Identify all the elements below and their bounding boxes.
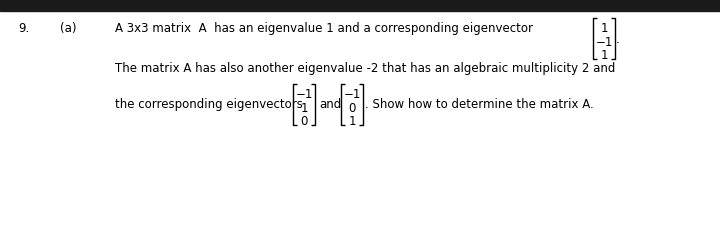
Text: −1: −1 <box>295 88 312 101</box>
Text: . Show how to determine the matrix A.: . Show how to determine the matrix A. <box>365 98 594 111</box>
Text: (a): (a) <box>60 22 76 35</box>
Text: and: and <box>319 98 341 111</box>
Text: 0: 0 <box>300 114 307 127</box>
Text: The matrix A has also another eigenvalue -2 that has an algebraic multiplicity 2: The matrix A has also another eigenvalue… <box>115 62 616 75</box>
Bar <box>0 0 720 12</box>
Text: 1: 1 <box>300 101 307 114</box>
Text: A 3x3 matrix  A  has an eigenvalue 1 and a corresponding eigenvector: A 3x3 matrix A has an eigenvalue 1 and a… <box>115 22 533 35</box>
Text: 1: 1 <box>348 114 356 127</box>
Text: the corresponding eigenvectors: the corresponding eigenvectors <box>115 98 303 111</box>
Text: 9.: 9. <box>18 22 30 35</box>
Text: .: . <box>616 33 620 46</box>
Text: 1: 1 <box>600 22 608 35</box>
Text: 0: 0 <box>348 101 356 114</box>
Text: −1: −1 <box>595 35 613 48</box>
Text: 1: 1 <box>600 49 608 62</box>
Text: −1: −1 <box>343 88 361 101</box>
